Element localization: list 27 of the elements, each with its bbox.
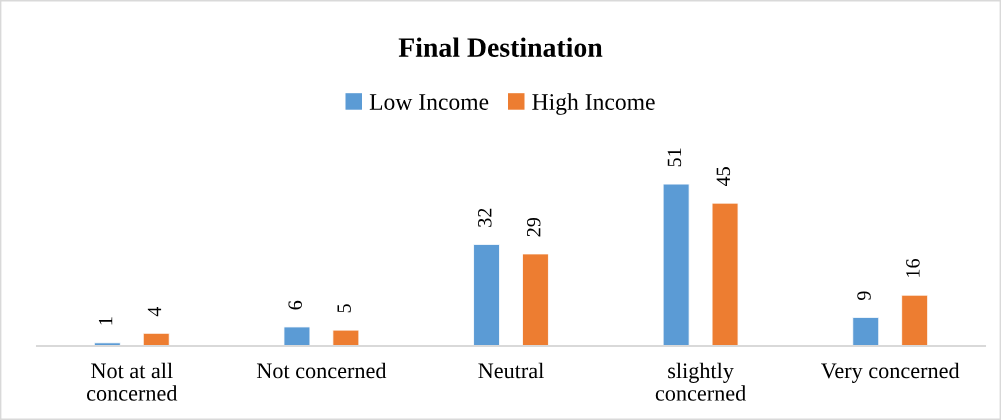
bar: [852, 317, 880, 346]
data-label: 45: [716, 167, 731, 187]
x-tick-label: Not concerned: [256, 362, 387, 379]
data-label: 16: [906, 259, 920, 277]
data-label: 51: [667, 148, 682, 167]
bar: [142, 332, 170, 346]
x-tick-label: Neutral: [478, 362, 544, 379]
bar: [283, 326, 311, 346]
bar: [662, 183, 690, 346]
data-label: 32: [478, 208, 492, 227]
bar: [332, 329, 360, 346]
x-tick-label: slightly concerned: [655, 362, 746, 401]
bar: [473, 243, 500, 346]
data-label: 6: [288, 300, 302, 310]
data-label: 29: [526, 217, 541, 237]
bar: [901, 294, 929, 346]
data-label: 4: [147, 306, 162, 317]
data-label: 5: [337, 304, 351, 313]
x-tick-label: Not at all concerned: [87, 362, 178, 401]
bar: [711, 202, 739, 346]
x-tick-label: Very concerned: [821, 362, 960, 383]
legend-label: Low Income: [369, 94, 489, 110]
legend-label: High Income: [532, 93, 655, 115]
data-label: 9: [857, 291, 871, 301]
chart-title: Final Destination: [398, 37, 603, 57]
data-label: 1: [98, 317, 113, 325]
bar: [522, 253, 549, 346]
